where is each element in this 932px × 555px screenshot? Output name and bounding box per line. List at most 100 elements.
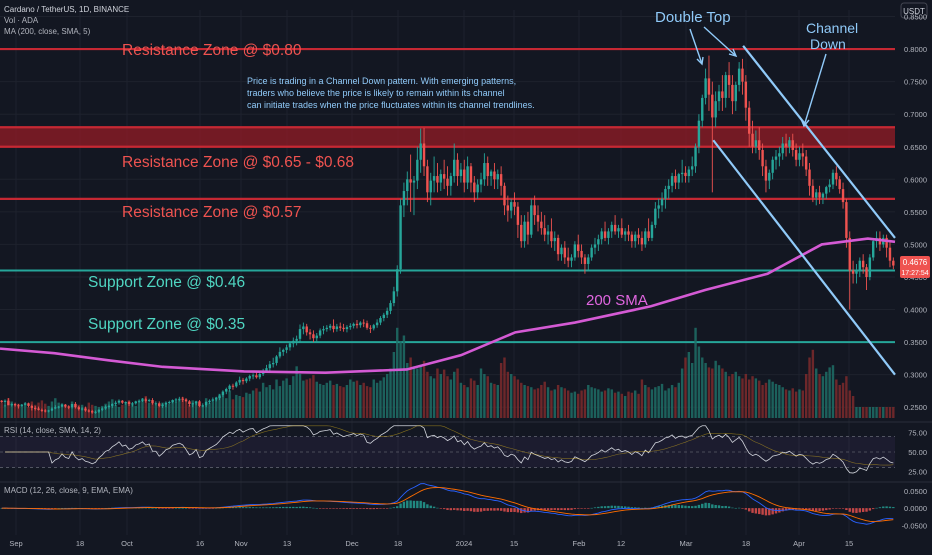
macd-histogram-bar [858, 508, 862, 513]
zone-lines [0, 47, 895, 344]
price-tick-label: 0.2500 [904, 403, 927, 412]
macd-histogram-bar [399, 503, 402, 509]
macd-tick-label: 0.0000 [904, 504, 927, 513]
candle-body [483, 163, 486, 180]
volume-bar [265, 387, 268, 418]
macd-histogram-bar [680, 505, 684, 509]
candle-body [365, 323, 369, 328]
macd-histogram-bar [882, 506, 885, 509]
volume-bar [563, 388, 567, 418]
macd-histogram-bar [463, 508, 466, 511]
macd-histogram-bar [667, 505, 670, 509]
macd-histogram-bar [392, 507, 396, 509]
macd-histogram-bar [784, 508, 788, 511]
candle-body [888, 247, 892, 261]
volume-bar [680, 368, 684, 418]
candle-body [784, 143, 788, 147]
macd-histogram-bar [694, 505, 697, 509]
candle-body [828, 184, 831, 188]
volume-bar [124, 402, 127, 418]
candle-body [587, 257, 590, 264]
macd-histogram-bar [818, 508, 821, 511]
time-tick-label: 12 [617, 539, 625, 548]
macd-histogram-bar [717, 505, 721, 509]
volume-bar [754, 378, 758, 418]
volume-bar [747, 379, 751, 418]
macd-histogram-bar [449, 508, 453, 511]
macd-histogram-bar [416, 500, 419, 509]
macd-tick-label: -0.0500 [902, 521, 927, 530]
volume-bar [365, 386, 369, 418]
macd-histogram-bar [47, 508, 50, 509]
macd-histogram-bar [741, 508, 744, 509]
volume-bars [0, 327, 895, 418]
candle-body [375, 322, 379, 326]
volume-bar [835, 379, 838, 418]
volume-bar [80, 404, 84, 418]
macd-histogram-bar [835, 508, 838, 509]
macd-histogram-bar [50, 508, 54, 509]
macd-histogram-bar [701, 503, 704, 509]
volume-bar [466, 387, 469, 418]
volume-bar [141, 398, 144, 418]
time-tick-label: Nov [234, 539, 248, 548]
volume-bar [861, 407, 865, 418]
volume-bar [841, 382, 845, 418]
volume-bar [463, 385, 466, 418]
macd-histogram-bar [349, 508, 352, 509]
channel-trendline [742, 45, 896, 239]
candle-body [590, 247, 593, 258]
macd-histogram-bar [208, 508, 211, 509]
volume-bar [731, 374, 734, 418]
macd-histogram-bar [640, 507, 644, 509]
macd-histogram-bar [570, 508, 573, 510]
double-top-label: Double Top [655, 9, 731, 26]
currency-badge[interactable]: USDT [900, 2, 928, 19]
candle-body [553, 237, 556, 242]
volume-bar [778, 385, 781, 418]
time-tick-label: Feb [573, 539, 586, 548]
price-tick-label: 0.3500 [904, 338, 927, 347]
candle-body [821, 193, 825, 198]
candle-body [761, 150, 764, 167]
macd-histogram-bar [235, 507, 238, 509]
volume-bar [57, 402, 60, 418]
volume-bar [221, 396, 225, 418]
macd-histogram-bar [439, 508, 443, 509]
volume-bar [550, 390, 553, 418]
candle-body [164, 402, 168, 405]
macd-histogram-bar [268, 507, 272, 509]
candle-body [13, 403, 17, 406]
volume-bar [634, 390, 637, 418]
candle-body [426, 166, 429, 193]
volume-bar [627, 391, 630, 418]
candle-body [168, 402, 171, 404]
macd-histogram-bar [808, 508, 811, 511]
candle-body [147, 400, 151, 402]
time-axis: Sep 18 Oct 16 Nov 13 Dec 18 2024 15 Feb 12 Mar 18 Apr 1… [9, 539, 853, 548]
channel-trendline [712, 139, 896, 376]
volume-bar [560, 387, 563, 418]
time-tick-label: 16 [196, 539, 204, 548]
candle-body [707, 78, 711, 95]
rsi-tick-label: 25.00 [908, 467, 927, 476]
volume-bar [154, 404, 158, 418]
volume-bar [489, 382, 493, 418]
volume-bar [158, 405, 161, 418]
candle-body [228, 385, 231, 389]
volume-bar [707, 367, 711, 418]
time-tick-label: 18 [394, 539, 402, 548]
macd-histogram-bar [215, 508, 218, 509]
macd-histogram-bar [734, 507, 737, 509]
rsi-line [5, 425, 894, 474]
candle-body [566, 257, 570, 261]
macd-histogram-bar [352, 508, 355, 509]
candle-body [811, 185, 815, 198]
candle-body [339, 326, 342, 328]
candle-body [737, 68, 741, 85]
candle-body [677, 174, 680, 183]
candle-body [362, 322, 365, 324]
candle-body [523, 221, 526, 242]
candle-body [684, 172, 687, 177]
